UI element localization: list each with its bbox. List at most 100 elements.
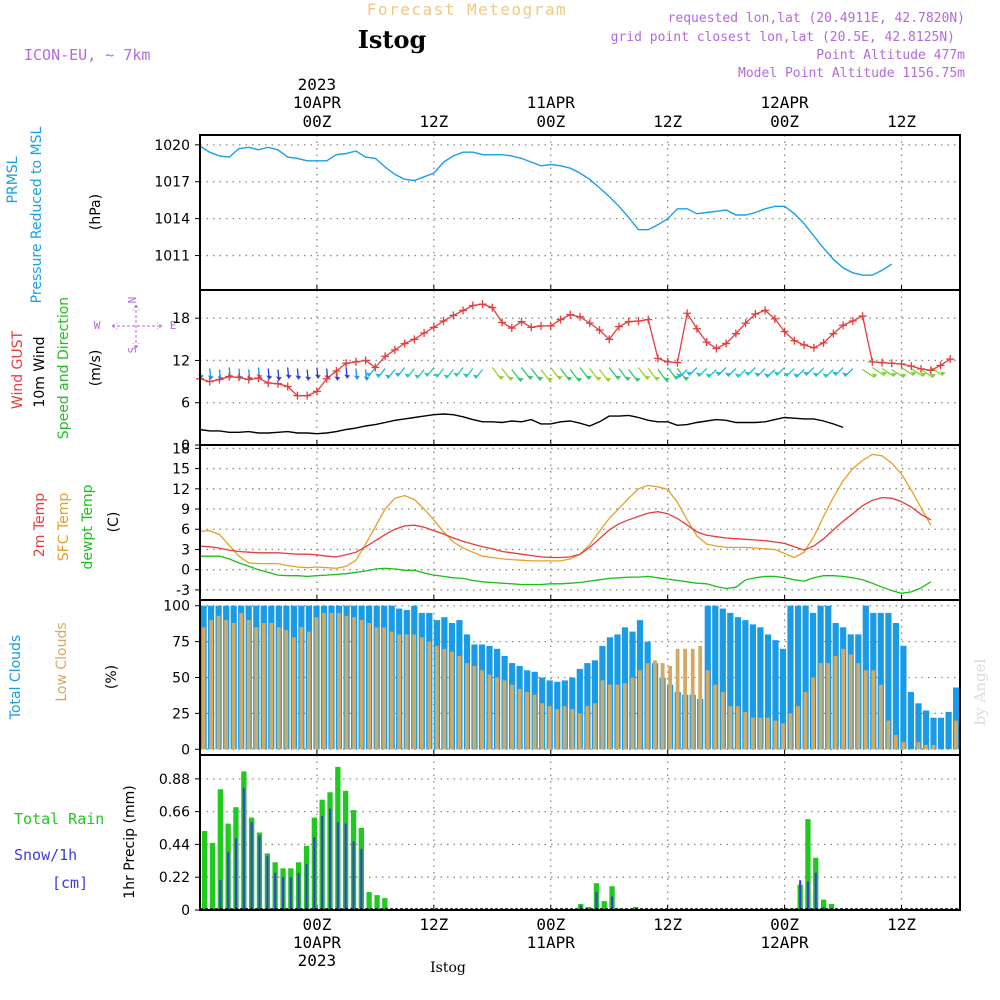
low-cloud-bar bbox=[893, 734, 898, 750]
gust-point bbox=[312, 387, 321, 396]
total-cloud-bar bbox=[915, 703, 922, 750]
gust-point bbox=[322, 374, 331, 383]
clouds-panel: 0 25 50 75 100 bbox=[163, 599, 960, 758]
gust-point bbox=[692, 324, 701, 333]
y-tick-label: 6 bbox=[181, 522, 190, 538]
rain-bar bbox=[382, 898, 388, 910]
low-cloud-bar bbox=[924, 745, 928, 750]
snow-bar bbox=[814, 872, 817, 910]
precip-unit: 1hr Precip (mm) bbox=[122, 785, 138, 898]
top-time-label: 12Z bbox=[419, 112, 448, 131]
wind-arrow-head bbox=[453, 372, 460, 377]
panels: 1011 1014 1017 1020 PRMSL Pressure Reduced to… bbox=[5, 126, 961, 919]
wind-arrow-head bbox=[517, 377, 524, 382]
y-tick-label: 75 bbox=[172, 635, 190, 651]
gust-point bbox=[517, 317, 526, 326]
snow-bar bbox=[242, 787, 245, 910]
compass-arrows bbox=[111, 304, 163, 349]
gust-point bbox=[381, 352, 390, 361]
low-cloud-bar bbox=[487, 674, 492, 750]
low-cloud-bar bbox=[307, 631, 311, 750]
low-cloud-bar bbox=[276, 627, 281, 750]
total-cloud-bar bbox=[907, 691, 914, 750]
wind-arrow bbox=[910, 367, 924, 378]
snow-bar bbox=[227, 851, 230, 910]
y-tick-label: 0 bbox=[181, 563, 190, 579]
gust-point bbox=[878, 358, 887, 367]
low-cloud-bar bbox=[254, 627, 259, 750]
station-name: Istog bbox=[358, 25, 427, 54]
wind-arrow-head bbox=[363, 376, 370, 381]
y-tick-label: -3 bbox=[176, 583, 190, 599]
wind-arrow-head bbox=[891, 372, 898, 377]
low-cloud-bar bbox=[216, 615, 221, 750]
snow-bar bbox=[282, 877, 285, 910]
compass-rose: N S W E bbox=[94, 297, 177, 354]
compass-west: W bbox=[94, 319, 101, 332]
bottom-date-label: 12APR bbox=[761, 933, 810, 952]
total-cloud-bar bbox=[885, 612, 892, 750]
low-cloud-bar bbox=[209, 620, 213, 750]
gust-label: Wind GUST bbox=[10, 330, 26, 409]
low-cloud-bar bbox=[818, 663, 823, 750]
wind-arrow-head bbox=[365, 372, 372, 377]
wind-arrow-head bbox=[939, 371, 946, 376]
wind-arrow-head bbox=[654, 376, 661, 381]
y-tick-label: 25 bbox=[172, 706, 190, 722]
low-cloud-bar bbox=[623, 683, 627, 750]
gust-point bbox=[205, 377, 214, 386]
y-tick-label: 0 bbox=[181, 742, 190, 758]
gust-point bbox=[439, 317, 448, 325]
low-cloud-bar bbox=[472, 666, 477, 750]
y-tick-label: 3 bbox=[181, 542, 190, 558]
wind-arrow-head bbox=[676, 373, 683, 378]
low-cloud-bar bbox=[555, 709, 560, 750]
wind-arrow bbox=[491, 367, 502, 380]
low-cloud-bar bbox=[645, 663, 650, 750]
footer-station: Istog bbox=[430, 960, 466, 976]
low-cloud-bar bbox=[517, 689, 522, 750]
wind-arrow-head bbox=[344, 374, 351, 379]
gust-point bbox=[283, 382, 292, 391]
wind-arrow-head bbox=[443, 374, 450, 379]
snow-label: Snow/1h bbox=[14, 846, 77, 864]
gust-point bbox=[946, 355, 955, 364]
wind-arrow-head bbox=[802, 371, 809, 376]
wind-arrow-head bbox=[624, 376, 631, 381]
low-cloud-bar bbox=[201, 627, 206, 750]
gust-point bbox=[848, 317, 857, 325]
wind-arrow-head bbox=[314, 374, 321, 379]
low-cloud-bar bbox=[675, 648, 680, 750]
gust-point bbox=[644, 315, 653, 324]
y-tick-label: 1017 bbox=[154, 175, 190, 191]
wind-arrow-head bbox=[576, 377, 583, 382]
rain-bar bbox=[821, 899, 827, 910]
gust-point bbox=[459, 306, 468, 315]
gust-point bbox=[712, 344, 721, 353]
low-cloud-bar bbox=[735, 706, 740, 750]
total-cloud-bar bbox=[734, 617, 741, 750]
gust-point bbox=[576, 312, 584, 321]
total-cloud-bar bbox=[712, 605, 719, 750]
wind-arrow-head bbox=[527, 375, 534, 380]
low-cloud-bar bbox=[344, 615, 349, 750]
low-cloud-bar bbox=[412, 634, 417, 750]
wind-arrow-head bbox=[566, 376, 573, 381]
wind-arrow-head bbox=[881, 371, 888, 376]
gust-point bbox=[887, 359, 896, 368]
total-cloud-bar bbox=[937, 717, 945, 750]
low-cloud-bar bbox=[751, 717, 755, 750]
gust-point bbox=[683, 309, 692, 318]
snow-bar bbox=[579, 905, 582, 910]
low-cloud-bar bbox=[713, 684, 718, 750]
rain-bar bbox=[374, 895, 380, 910]
y-tick-label: 9 bbox=[181, 502, 190, 518]
compass-north: N bbox=[126, 297, 139, 304]
wind-arrow-head bbox=[841, 372, 848, 377]
point-altitude: Point Altitude 477m bbox=[816, 48, 965, 63]
wind-arrow-head bbox=[920, 372, 927, 377]
wind-arrow-head bbox=[394, 372, 401, 377]
snow-bar bbox=[352, 841, 355, 910]
model-label: ICON-EU, ~ 7km bbox=[24, 46, 150, 64]
model-altitude: Model Point Altitude 1156.75m bbox=[738, 66, 965, 81]
